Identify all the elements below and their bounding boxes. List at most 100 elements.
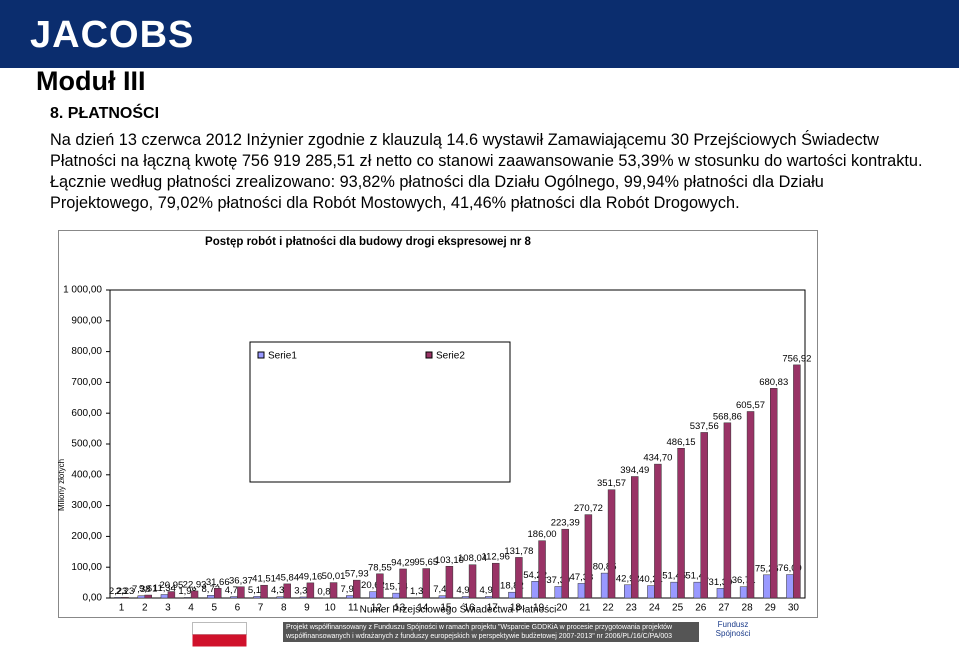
- y-tick-label: 400,00: [71, 469, 102, 480]
- bar: [376, 573, 384, 599]
- data-label: 50,01: [322, 571, 346, 582]
- data-label: 568,86: [713, 411, 742, 422]
- bar: [624, 584, 632, 599]
- bar: [445, 565, 454, 599]
- bar: [237, 586, 245, 599]
- bar: [485, 596, 493, 599]
- bar: [230, 596, 238, 599]
- data-label: 103,10: [435, 555, 464, 566]
- data-label: 112,96: [482, 552, 510, 563]
- x-tick-label: 21: [579, 603, 591, 614]
- data-label: 75,26: [755, 563, 779, 574]
- data-label: 37,39: [546, 575, 570, 586]
- bar: [207, 595, 215, 599]
- x-tick-label: 17: [487, 603, 499, 614]
- data-label: 3,32: [294, 585, 313, 596]
- data-label: 45,84: [275, 572, 299, 583]
- data-label: 0,85: [317, 586, 336, 597]
- x-tick-label: 27: [718, 603, 730, 614]
- y-tick-label: 1 000,00: [63, 285, 102, 296]
- data-label: 18,82: [500, 581, 524, 592]
- x-tick-label: 12: [371, 603, 383, 614]
- bar: [693, 581, 701, 599]
- data-label: 47,33: [570, 572, 594, 583]
- data-label: 351,57: [597, 478, 626, 489]
- bar: [306, 582, 315, 599]
- y-tick-label: 300,00: [71, 500, 102, 511]
- data-label: 41,51: [252, 574, 276, 585]
- bar: [353, 579, 361, 599]
- x-tick-label: 11: [348, 603, 359, 614]
- data-label: 78,55: [368, 562, 392, 573]
- data-label: 7,92: [341, 584, 360, 595]
- bar: [214, 587, 222, 599]
- bar: [538, 540, 546, 599]
- data-label: 186,00: [528, 529, 557, 540]
- data-label: 9,61: [139, 584, 158, 595]
- data-label: 270,72: [574, 503, 603, 514]
- data-label: 57,93: [345, 569, 369, 580]
- data-label: 20,95: [160, 580, 184, 591]
- x-tick-label: 6: [235, 603, 241, 614]
- data-label: 434,70: [643, 453, 672, 464]
- data-label: 108,04: [458, 553, 487, 564]
- y-tick-label: 800,00: [71, 346, 102, 357]
- x-tick-label: 23: [626, 603, 638, 614]
- data-label: 4,71: [225, 585, 244, 596]
- bar: [763, 574, 771, 599]
- bar: [746, 411, 755, 599]
- bar: [137, 595, 146, 599]
- bar: [144, 594, 152, 599]
- x-tick-label: 26: [695, 603, 707, 614]
- bar: [577, 583, 586, 599]
- header-bar: [0, 0, 959, 68]
- bar: [515, 557, 523, 599]
- y-tick-label: 600,00: [71, 408, 102, 419]
- bar: [793, 364, 801, 599]
- data-label: 394,49: [620, 465, 649, 476]
- data-label: 95,65: [414, 557, 438, 568]
- x-tick-label: 29: [765, 603, 777, 614]
- x-tick-label: 30: [788, 603, 800, 614]
- bar: [492, 562, 500, 599]
- x-tick-label: 18: [510, 603, 522, 614]
- logo: JACOBS: [30, 14, 195, 56]
- bar: [190, 590, 199, 599]
- flag: [192, 622, 247, 647]
- data-label: 756,92: [782, 353, 811, 364]
- data-label: 80,85: [593, 562, 617, 573]
- data-label: 8,73: [202, 584, 221, 595]
- data-label: 2,23: [116, 586, 135, 597]
- bar: [276, 596, 285, 599]
- y-tick-label: 900,00: [71, 315, 102, 326]
- bar: [770, 388, 778, 599]
- bar: [114, 597, 122, 599]
- x-tick-label: 24: [649, 603, 661, 614]
- bar: [647, 585, 655, 599]
- data-label: 537,56: [690, 421, 719, 432]
- data-label: 94,29: [391, 557, 415, 568]
- y-tick-label: 0,00: [83, 593, 103, 604]
- bar: [461, 596, 470, 599]
- x-tick-label: 8: [281, 603, 287, 614]
- bar: [369, 591, 377, 599]
- bar: [422, 568, 430, 599]
- data-label: 22,93: [183, 579, 207, 590]
- bar: [600, 572, 609, 599]
- y-tick-label: 100,00: [71, 562, 102, 573]
- bar: [607, 489, 616, 599]
- data-label: 76,09: [778, 563, 802, 574]
- bar: [554, 586, 562, 599]
- bar: [654, 463, 662, 599]
- paragraph: Na dzień 13 czerwca 2012 Inżynier zgodni…: [50, 131, 923, 212]
- bar: [167, 591, 176, 599]
- x-tick-label: 15: [440, 603, 452, 614]
- x-tick-label: 3: [165, 603, 171, 614]
- data-label: 51,41: [685, 571, 709, 582]
- fund-logo: Fundusz Spójności: [715, 620, 751, 638]
- x-tick-label: 19: [533, 603, 545, 614]
- data-label: 486,15: [667, 437, 696, 448]
- data-label: 2,23: [109, 586, 128, 597]
- x-tick-label: 2: [142, 603, 148, 614]
